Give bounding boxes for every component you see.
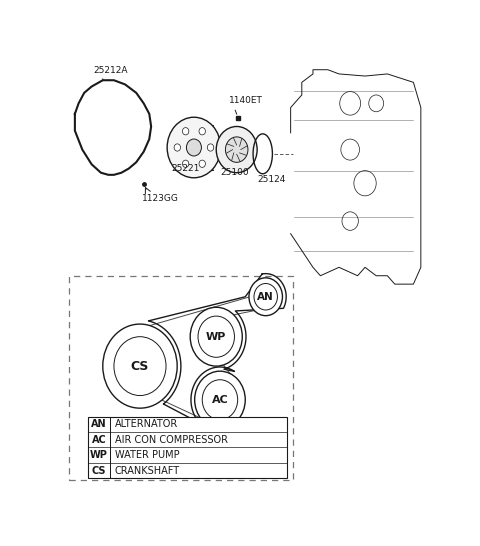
Text: AC: AC [92, 435, 107, 445]
Text: 25100: 25100 [220, 168, 249, 177]
Text: CS: CS [131, 360, 149, 372]
Text: ALTERNATOR: ALTERNATOR [115, 419, 178, 429]
Text: WP: WP [206, 331, 227, 342]
Circle shape [186, 139, 202, 156]
Bar [88, 417, 287, 478]
Text: 1123GG: 1123GG [142, 194, 179, 203]
Text: CS: CS [92, 466, 106, 476]
Circle shape [207, 144, 214, 151]
Text: 1140ET: 1140ET [229, 97, 263, 105]
Circle shape [195, 371, 245, 429]
Circle shape [182, 128, 189, 135]
Text: 25221: 25221 [172, 164, 200, 173]
Circle shape [182, 160, 189, 168]
Bar [175, 126, 213, 170]
Text: WP: WP [90, 450, 108, 460]
Text: CRANKSHAFT: CRANKSHAFT [115, 466, 180, 476]
Circle shape [167, 117, 221, 178]
Text: AN: AN [91, 419, 107, 429]
Circle shape [174, 144, 180, 151]
Circle shape [249, 278, 282, 316]
Text: 25212A: 25212A [94, 66, 128, 75]
Text: WATER PUMP: WATER PUMP [115, 450, 180, 460]
Text: 25124: 25124 [257, 175, 286, 184]
Circle shape [216, 127, 257, 173]
Circle shape [199, 160, 205, 168]
Text: AN: AN [257, 292, 274, 302]
Text: AIR CON COMPRESSOR: AIR CON COMPRESSOR [115, 435, 228, 445]
Text: AC: AC [212, 395, 228, 405]
Circle shape [103, 324, 177, 408]
Circle shape [226, 137, 248, 162]
Circle shape [199, 128, 205, 135]
Circle shape [190, 307, 242, 366]
Bar [69, 276, 292, 479]
